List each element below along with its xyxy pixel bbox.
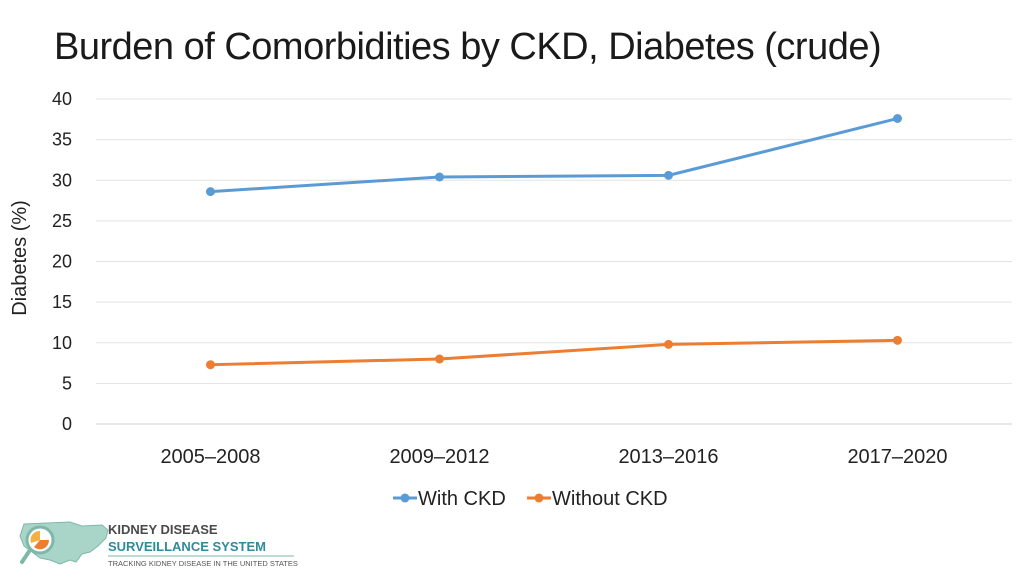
legend-marker (400, 493, 410, 503)
y-axis-label: Diabetes (%) (9, 200, 31, 316)
y-tick-label: 40 (52, 89, 72, 109)
legend-label: With CKD (418, 488, 506, 510)
x-tick-label: 2017–2020 (847, 446, 947, 468)
series-group (206, 114, 902, 370)
y-tick-label: 10 (52, 333, 72, 353)
x-tick-label: 2005–2008 (160, 446, 260, 468)
legend-label: Without CKD (552, 488, 668, 510)
data-point (664, 339, 673, 349)
data-point (664, 170, 673, 180)
legend-marker (534, 493, 544, 503)
data-point (893, 114, 902, 123)
data-point (435, 172, 444, 182)
legend: With CKD Without CKD (393, 488, 668, 510)
y-axis-ticks: 0 5 10 15 20 25 30 35 40 (52, 89, 72, 434)
logo-line1: KIDNEY DISEASE (108, 522, 218, 537)
series-line-with-ckd (210, 117, 898, 194)
x-tick-label: 2013–2016 (618, 446, 718, 468)
chart-title: Burden of Comorbidities by CKD, Diabetes… (54, 26, 882, 68)
x-tick-label: 2009–2012 (389, 446, 489, 468)
y-tick-label: 15 (52, 292, 72, 312)
kdss-logo: KIDNEY DISEASE SURVEILLANCE SYSTEM TRACK… (10, 516, 300, 574)
series-line-without-ckd (210, 338, 898, 367)
logo-tagline: TRACKING KIDNEY DISEASE IN THE UNITED ST… (108, 559, 298, 568)
data-point (206, 360, 215, 370)
y-tick-label: 25 (52, 211, 72, 231)
data-point (435, 354, 444, 364)
y-tick-label: 0 (62, 414, 72, 434)
logo-line2: SURVEILLANCE SYSTEM (108, 539, 266, 554)
chart-area: 0 5 10 15 20 25 30 35 40 2005–2008 2009–2012 2013–… (9, 89, 1012, 510)
logo-graphic: KIDNEY DISEASE SURVEILLANCE SYSTEM TRACK… (19, 521, 298, 568)
gridlines (96, 98, 1012, 425)
data-point (893, 335, 902, 345)
data-point (206, 187, 215, 197)
y-tick-label: 20 (52, 252, 72, 272)
y-tick-label: 30 (52, 170, 72, 190)
y-tick-label: 5 (62, 373, 72, 393)
x-axis-ticks: 2005–2008 2009–2012 2013–2016 2017–2020 (160, 446, 947, 468)
y-tick-label: 35 (52, 130, 72, 150)
